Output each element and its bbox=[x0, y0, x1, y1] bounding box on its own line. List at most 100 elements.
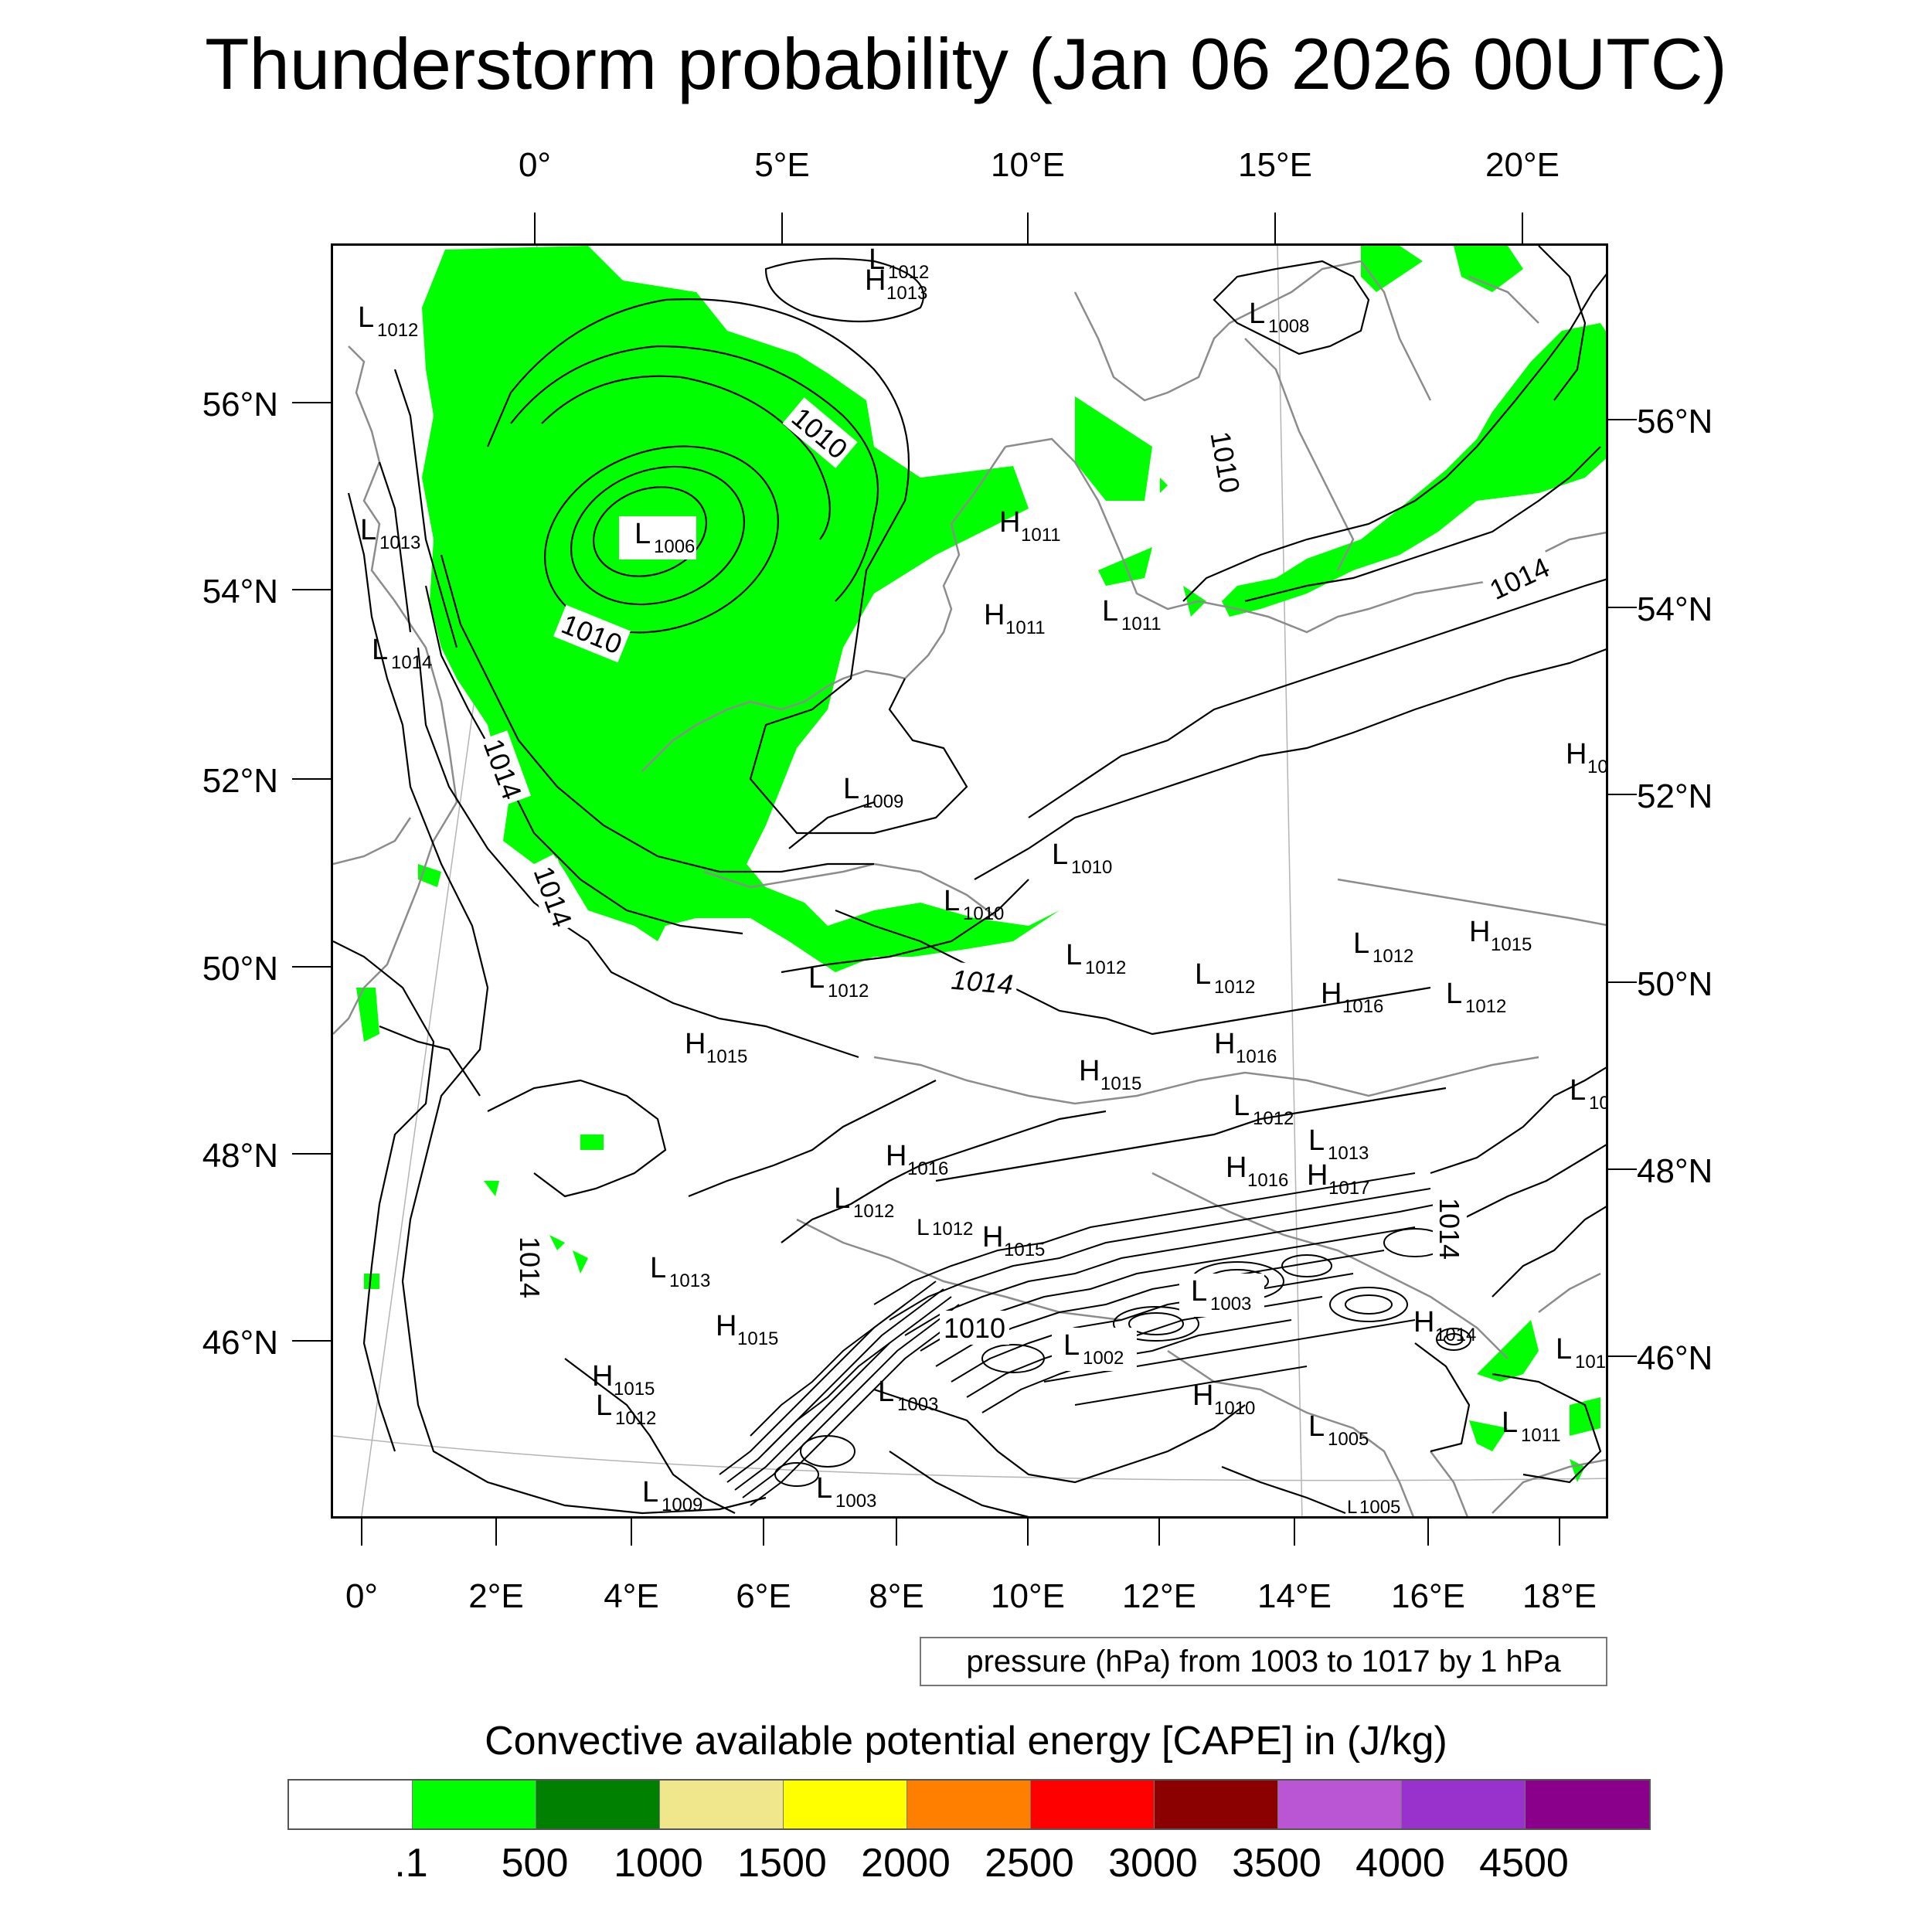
colorbar-label: 2500 bbox=[985, 1841, 1074, 1886]
left-lat-label: 54°N bbox=[202, 573, 278, 611]
isobar bbox=[873, 1388, 1246, 1484]
border bbox=[873, 862, 998, 919]
isobar bbox=[764, 257, 925, 323]
center-type: L bbox=[1308, 1410, 1325, 1443]
center-value: 1013 bbox=[379, 532, 420, 553]
isobar bbox=[951, 1273, 1354, 1383]
center-type: L bbox=[1353, 927, 1369, 960]
bottom-lon-label: 16°E bbox=[1391, 1577, 1465, 1615]
isobar bbox=[734, 1296, 952, 1491]
center-value: 1006 bbox=[654, 536, 695, 557]
left-lat-label: 56°N bbox=[202, 386, 278, 423]
isobar bbox=[935, 1087, 1447, 1182]
center-type: L bbox=[917, 1215, 930, 1240]
center-type: L bbox=[1570, 1074, 1586, 1107]
center-type: L bbox=[1195, 958, 1211, 991]
bottom-lon-label: 14°E bbox=[1257, 1577, 1332, 1615]
cape-area bbox=[1075, 396, 1152, 501]
cape-area bbox=[580, 1134, 604, 1150]
contour-label-bg bbox=[1433, 1194, 1467, 1264]
pressure-contours bbox=[333, 246, 1606, 1516]
contour-label-bg bbox=[513, 1233, 547, 1302]
center-type: L bbox=[1063, 1329, 1080, 1362]
center-value: 1011 bbox=[1521, 1425, 1561, 1446]
right-lat-label: 52°N bbox=[1637, 777, 1713, 815]
cape-area bbox=[573, 1250, 588, 1274]
isobar bbox=[592, 486, 708, 577]
colorbar-title: Convective available potential energy [C… bbox=[485, 1719, 1447, 1764]
isobar bbox=[544, 445, 779, 634]
center-type: L bbox=[944, 885, 960, 917]
center-type: L bbox=[1066, 939, 1082, 971]
center-value: 1003 bbox=[1210, 1294, 1251, 1315]
contour-label: 1010 bbox=[944, 1312, 1005, 1344]
contour-label-bg bbox=[940, 1311, 1009, 1345]
colorbar-cell bbox=[1402, 1781, 1526, 1828]
center-value: 1012 bbox=[888, 262, 929, 283]
top-lon-label: 20°E bbox=[1485, 146, 1560, 184]
left-lat-label: 48°N bbox=[202, 1137, 278, 1175]
center-type: H bbox=[865, 264, 886, 297]
center-type: L bbox=[816, 1472, 832, 1505]
isobar bbox=[781, 1110, 1107, 1243]
center-type: L bbox=[869, 246, 885, 276]
left-lat-label: 50°N bbox=[202, 950, 278, 988]
center-value: 1005 bbox=[1359, 1497, 1400, 1518]
isobar bbox=[1221, 1465, 1346, 1515]
isobar bbox=[726, 1288, 944, 1483]
bottom-lon-label: 8°E bbox=[869, 1577, 924, 1615]
center-value: 1010 bbox=[963, 903, 1004, 924]
isobar bbox=[873, 1172, 1416, 1305]
isobar bbox=[486, 298, 968, 835]
isobar bbox=[487, 1079, 667, 1198]
low-center-bg bbox=[1052, 1328, 1137, 1371]
isobar bbox=[719, 1281, 937, 1475]
isobar bbox=[440, 554, 874, 873]
cape-area bbox=[1477, 1320, 1539, 1382]
colorbar-label: 500 bbox=[501, 1841, 569, 1886]
coastline bbox=[1468, 275, 1539, 324]
top-lon-label: 15°E bbox=[1238, 146, 1312, 184]
right-lat-label: 54°N bbox=[1637, 590, 1713, 628]
coastline bbox=[1073, 260, 1362, 402]
center-value: 1002 bbox=[1083, 1348, 1124, 1369]
center-type: H bbox=[592, 1360, 613, 1393]
coastlines bbox=[333, 260, 1606, 1516]
right-lat-label: 50°N bbox=[1637, 965, 1713, 1003]
isobar bbox=[765, 1342, 890, 1452]
map-panel: 1010 1010 1014 1014 1010 1014 1014 1010 … bbox=[331, 243, 1608, 1519]
center-type: L bbox=[596, 1389, 612, 1422]
pressure-centers: L 1012 H 1013 L 1012 L 1008 L 1013 L 1006 H 101… bbox=[358, 246, 1606, 1518]
colorbar-cell bbox=[1278, 1781, 1402, 1828]
contour-label-bg bbox=[1480, 548, 1559, 608]
center-value: 1011 bbox=[1005, 617, 1046, 638]
center-type: H bbox=[1214, 1028, 1235, 1060]
center-type: H bbox=[1192, 1379, 1213, 1412]
center-value: 1013 bbox=[886, 283, 927, 304]
center-type: L bbox=[634, 518, 651, 550]
colorbar-cell bbox=[1155, 1781, 1278, 1828]
contour-label-bg bbox=[553, 604, 631, 663]
right-lat-label: 46°N bbox=[1637, 1339, 1713, 1377]
contour-label-bg bbox=[474, 730, 532, 808]
isobar bbox=[1113, 1306, 1199, 1342]
center-value: 1012 bbox=[932, 1219, 973, 1240]
center-value: 1003 bbox=[897, 1394, 938, 1415]
right-lat-label: 56°N bbox=[1637, 403, 1713, 440]
isobar bbox=[1043, 1319, 1416, 1383]
center-type: H bbox=[1226, 1151, 1247, 1184]
left-lat-label: 52°N bbox=[202, 762, 278, 800]
isobar bbox=[1430, 1066, 1606, 1175]
isobar bbox=[1244, 446, 1601, 603]
cape-area bbox=[356, 988, 379, 1042]
isobar bbox=[1436, 1328, 1471, 1351]
colorbar-cell bbox=[660, 1781, 784, 1828]
colorbar-label: 4000 bbox=[1355, 1841, 1445, 1886]
bottom-lon-label: 10°E bbox=[991, 1577, 1065, 1615]
isobar bbox=[1492, 1206, 1606, 1298]
isobar bbox=[541, 375, 831, 540]
colorbar-label: 3000 bbox=[1108, 1841, 1198, 1886]
isobar bbox=[904, 1203, 1439, 1336]
center-type: L bbox=[360, 514, 376, 546]
